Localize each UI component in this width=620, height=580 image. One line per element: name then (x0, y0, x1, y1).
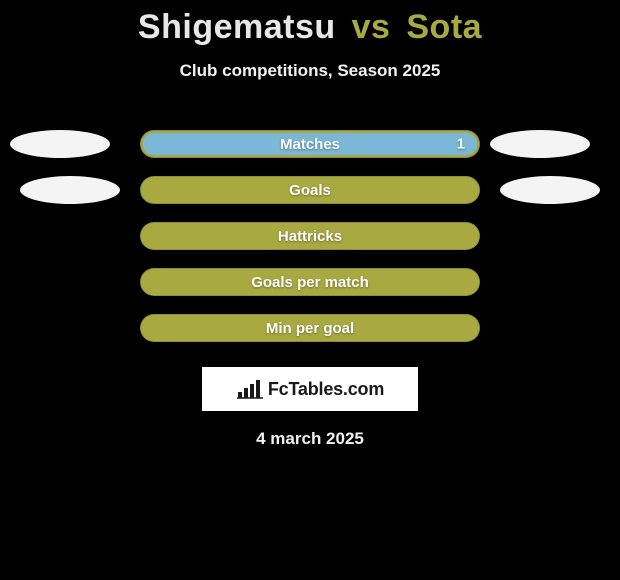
player1-oval (20, 176, 120, 204)
stat-row: Matches 1 (0, 121, 620, 167)
subtitle: Club competitions, Season 2025 (0, 61, 620, 81)
player1-oval (10, 130, 110, 158)
bar-chart-icon (236, 378, 264, 400)
stat-label: Goals per match (251, 274, 369, 291)
page-title: Shigematsu vs Sota (0, 0, 620, 47)
stat-pill: Hattricks (140, 222, 480, 250)
stat-label: Matches (280, 136, 340, 153)
vs-separator: vs (352, 8, 391, 46)
stat-row: Goals per match (0, 259, 620, 305)
stat-label: Hattricks (278, 228, 342, 245)
stats-container: Matches 1 Goals Hattricks Goals per match Min… (0, 121, 620, 351)
player2-oval (490, 130, 590, 158)
logo-box: FcTables.com (202, 367, 418, 411)
stat-label: Min per goal (266, 320, 354, 337)
footer-date: 4 march 2025 (0, 429, 620, 449)
logo-text: FcTables.com (268, 379, 384, 400)
stat-pill: Matches 1 (140, 130, 480, 158)
stat-label: Goals (289, 182, 331, 199)
player2-name: Sota (406, 8, 482, 46)
stat-row: Hattricks (0, 213, 620, 259)
stat-row: Goals (0, 167, 620, 213)
player1-name: Shigematsu (138, 8, 336, 46)
stat-row: Min per goal (0, 305, 620, 351)
stat-pill: Goals per match (140, 268, 480, 296)
player2-oval (500, 176, 600, 204)
stat-value-right: 1 (457, 136, 465, 153)
stat-pill: Min per goal (140, 314, 480, 342)
stat-pill: Goals (140, 176, 480, 204)
